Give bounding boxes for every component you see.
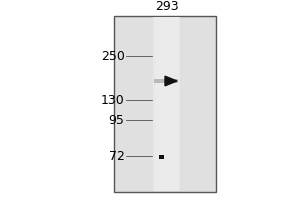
Bar bbox=[154, 17, 178, 191]
Text: 293: 293 bbox=[155, 0, 178, 14]
Text: 95: 95 bbox=[109, 114, 124, 127]
Text: 72: 72 bbox=[109, 150, 124, 162]
Text: 130: 130 bbox=[101, 94, 124, 106]
Polygon shape bbox=[165, 76, 177, 86]
Bar bbox=[159, 155, 164, 159]
Bar bbox=[114, 16, 216, 192]
Text: 250: 250 bbox=[100, 49, 124, 62]
Bar bbox=[154, 79, 178, 83]
Bar bbox=[153, 17, 180, 191]
